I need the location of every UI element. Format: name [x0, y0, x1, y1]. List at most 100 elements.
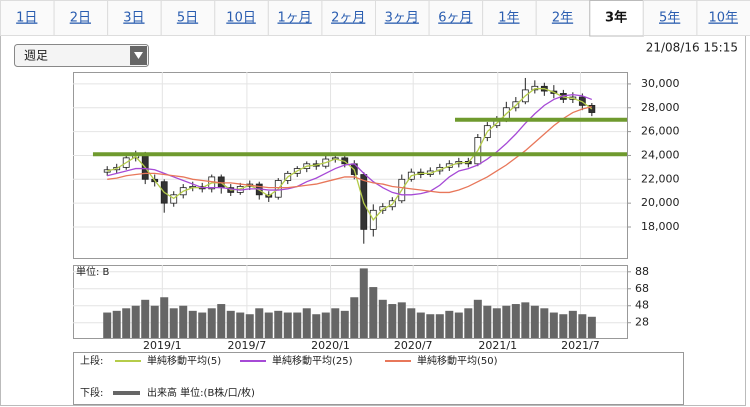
volume-bar [397, 302, 406, 338]
volume-bar [511, 304, 520, 338]
y-tick-label: 22,000 [641, 172, 680, 185]
volume-bar [112, 310, 121, 338]
unit-label: 単位: B [76, 265, 110, 278]
volume-bar [492, 308, 501, 338]
volume-bar [369, 287, 378, 338]
volume-bar [264, 312, 273, 338]
tab[interactable] [53, 0, 109, 36]
volume-bar [207, 308, 216, 338]
y-tick-label: 26,000 [641, 125, 680, 138]
legend-box [73, 352, 684, 405]
volume-bar [179, 305, 188, 338]
legend-section-label: 下段: [80, 386, 103, 399]
x-tick-label: 2019/1 [143, 339, 182, 352]
tab-label[interactable]: 3年 [605, 10, 627, 26]
tab-label[interactable]: 2ヶ月 [331, 11, 365, 26]
volume-bar [103, 312, 112, 338]
volume-bar [454, 312, 463, 338]
tab[interactable] [642, 0, 698, 36]
legend-label: 単純移動平均(25) [272, 354, 353, 367]
tab[interactable] [160, 0, 216, 36]
x-tick-label: 2020/1 [311, 339, 350, 352]
volume-bar [122, 308, 131, 338]
volume-bar [236, 312, 245, 338]
y-tick-label: 30,000 [641, 77, 680, 90]
legend-label: 単純移動平均(5) [147, 354, 221, 367]
volume-bar [350, 297, 359, 338]
volume-bar [483, 305, 492, 338]
moving-average-line [107, 105, 592, 194]
volume-bar [293, 312, 302, 338]
volume-bar [255, 308, 264, 338]
select-arrow [134, 52, 143, 59]
tab-label[interactable]: 3日 [123, 11, 144, 26]
volume-bar [331, 308, 340, 338]
tab[interactable] [482, 0, 537, 36]
y-tick-label: 28,000 [641, 101, 680, 114]
tab-label[interactable]: 3ヶ月 [385, 11, 419, 26]
tab[interactable] [214, 0, 269, 36]
y-tick-label: 88 [635, 265, 649, 278]
tab-label[interactable]: 10年 [708, 11, 738, 26]
volume-bar [549, 312, 558, 338]
legend-label: 出来高 単位:(B株/口/枚) [147, 386, 255, 399]
volume-bar [150, 305, 159, 338]
price-panel [73, 72, 628, 259]
tab-label[interactable]: 2年 [552, 11, 573, 26]
volume-bar [226, 310, 235, 338]
volume-bar [359, 268, 368, 338]
volume-bar [587, 316, 596, 338]
legend-label: 単純移動平均(50) [417, 354, 498, 367]
tab[interactable] [696, 0, 750, 36]
volume-bar [473, 299, 482, 338]
volume-bar [169, 308, 178, 338]
volume-bar [321, 312, 330, 338]
volume-bar [435, 314, 444, 338]
tab-label[interactable]: 1ヶ月 [278, 11, 312, 26]
x-tick-label: 2021/7 [561, 339, 600, 352]
volume-bar [131, 305, 140, 338]
tab[interactable] [375, 0, 430, 36]
tab-label[interactable]: 1日 [16, 11, 37, 26]
volume-bar [416, 312, 425, 338]
volume-bar [388, 304, 397, 338]
volume-bar [217, 304, 226, 338]
tab-label[interactable]: 1年 [498, 11, 519, 26]
volume-bar [312, 314, 321, 338]
tab[interactable] [589, 0, 644, 37]
volume-bar [559, 314, 568, 338]
tab-label[interactable]: 2日 [70, 11, 91, 26]
tab-label[interactable]: 5日 [177, 11, 198, 26]
tab-label[interactable]: 6ヶ月 [438, 11, 472, 26]
volume-bar [578, 314, 587, 338]
volume-bar [464, 308, 473, 338]
volume-bar [274, 310, 283, 338]
y-tick-label: 20,000 [641, 196, 680, 209]
tab-label[interactable]: 5年 [659, 11, 680, 26]
volume-bar [445, 310, 454, 338]
tab-label[interactable]: 10日 [226, 11, 256, 26]
volume-bar [378, 299, 387, 338]
volume-bar [568, 310, 577, 338]
y-tick-label: 18,000 [641, 220, 680, 233]
volume-bar [540, 308, 549, 338]
tab[interactable] [535, 0, 591, 36]
legend-section-label: 上段: [80, 354, 103, 367]
volume-bar [502, 305, 511, 338]
timestamp: 21/08/16 15:15 [646, 41, 738, 55]
tab[interactable] [428, 0, 484, 36]
x-tick-label: 2019/7 [228, 339, 267, 352]
tab[interactable] [321, 0, 376, 36]
period-select-label[interactable]: 週足 [24, 49, 48, 63]
volume-bar [141, 299, 150, 338]
volume-bar [530, 305, 539, 338]
period-select[interactable] [14, 44, 149, 67]
volume-bar [160, 297, 169, 338]
volume-bar [283, 312, 292, 338]
y-tick-label: 68 [635, 282, 649, 295]
tab[interactable] [107, 0, 162, 36]
y-tick-label: 28 [635, 316, 649, 329]
volume-bar [426, 314, 435, 338]
volume-bar [188, 310, 197, 338]
